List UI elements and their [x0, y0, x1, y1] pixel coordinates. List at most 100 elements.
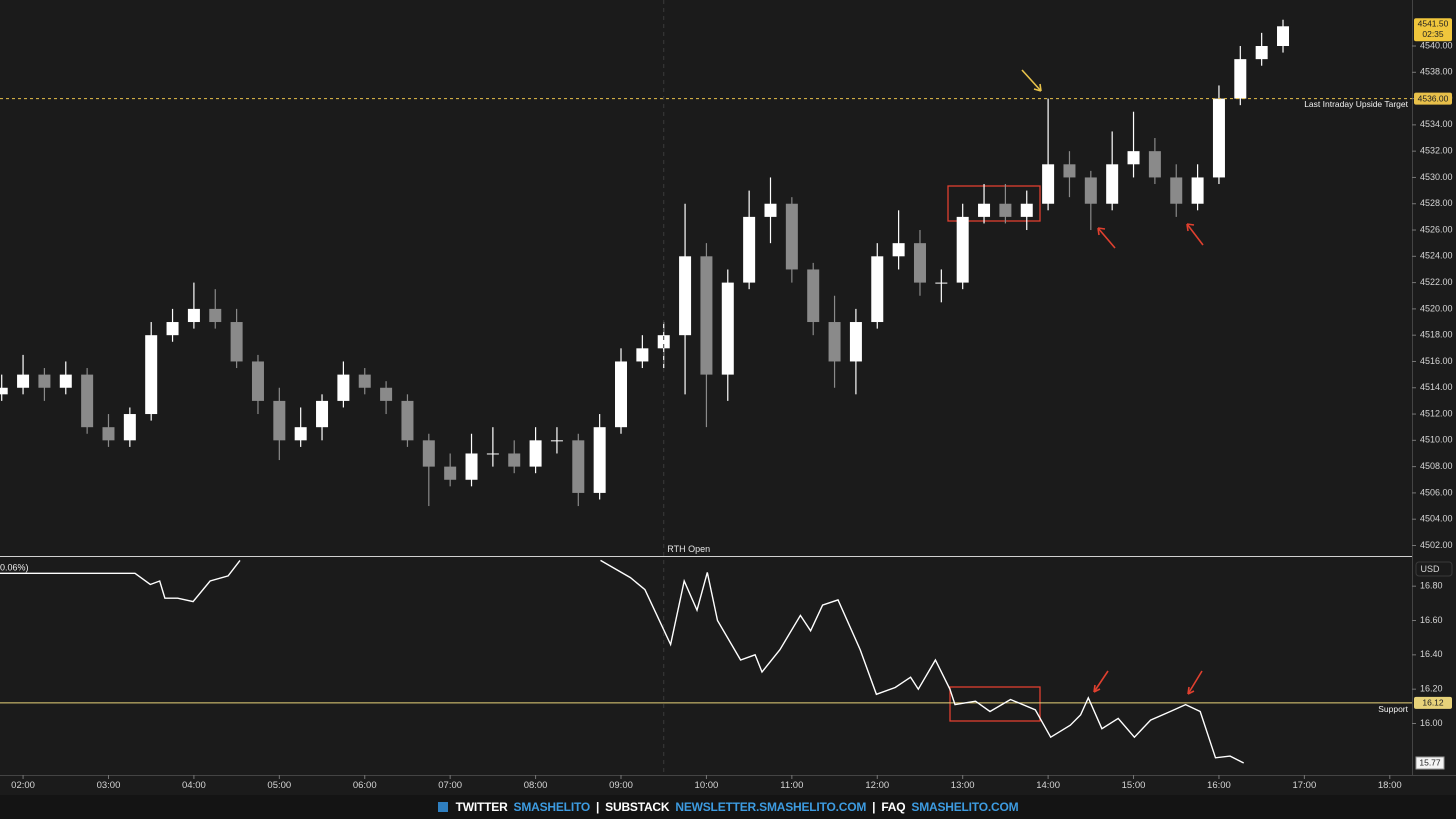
candle-body: [209, 308, 222, 323]
candle-body: [785, 203, 798, 270]
price-pane: [0, 19, 1290, 507]
candle-body: [38, 374, 51, 388]
footer-text: SMASHELITO.COM: [911, 800, 1019, 814]
highlight-box: [949, 686, 1041, 722]
candle-body: [337, 374, 350, 401]
x-tick-label: 02:00: [11, 780, 35, 791]
y-tick-label: 16.60: [1420, 615, 1443, 625]
candle-body: [1255, 46, 1268, 60]
candle-body: [187, 308, 200, 323]
footer-text: SUBSTACK: [605, 800, 670, 814]
candle-body: [807, 269, 820, 323]
y-tick-label: 4516.00: [1420, 356, 1453, 366]
y-tick-label: 4518.00: [1420, 330, 1453, 340]
last-price-box: [1414, 18, 1452, 42]
candle-body: [17, 374, 30, 388]
candle-body: [465, 453, 478, 480]
candle-body: [486, 453, 499, 455]
candle-body: [444, 466, 457, 480]
candle-body: [380, 387, 393, 401]
footer-text: NEWSLETTER.SMASHELITO.COM: [675, 800, 867, 814]
y-tick-label: 16.20: [1420, 684, 1443, 694]
last-price-label: 4541.50: [1418, 19, 1449, 29]
candle-body: [59, 374, 72, 388]
y-tick-label: 4504.00: [1420, 514, 1453, 524]
footer-text: |: [596, 800, 600, 814]
candle-body: [828, 322, 841, 362]
candle-body: [913, 243, 926, 283]
y-tick-label: 4514.00: [1420, 382, 1453, 392]
footer: TWITTER SMASHELITO | SUBSTACK NEWSLETTER.SMA…: [0, 795, 1456, 819]
candle-body: [1063, 164, 1076, 178]
candle-body: [422, 440, 435, 467]
candle-body: [145, 335, 158, 415]
arrow: [1021, 69, 1042, 92]
candle-body: [892, 243, 905, 257]
candle-body: [251, 361, 264, 401]
candle-body: [1106, 164, 1119, 204]
y-tick-label: 4522.00: [1420, 277, 1453, 287]
x-tick-label: 11:00: [780, 780, 803, 791]
y-tick-label: 4526.00: [1420, 224, 1453, 234]
y-tick-label: 4512.00: [1420, 408, 1453, 418]
candle-body: [508, 453, 521, 467]
candle-body: [358, 374, 371, 388]
candle-body: [102, 427, 115, 441]
candle-body: [1234, 59, 1247, 99]
candle-body: [871, 256, 884, 323]
y-tick-label: 4538.00: [1420, 67, 1453, 77]
candle-body: [593, 427, 606, 493]
candle-body: [1084, 177, 1097, 204]
reference-price-label-box: [1414, 92, 1452, 105]
candle-body: [529, 440, 542, 467]
session-label: RTH Open: [667, 544, 710, 554]
arrow: [1097, 227, 1116, 249]
candle-body: [81, 374, 94, 428]
candle-body: [764, 203, 777, 217]
candle-body: [999, 203, 1012, 217]
chart: RTH Open 4502.00 4504.00 4506.00 4508.00 4510…: [0, 0, 1456, 792]
x-tick-label: 09:00: [609, 780, 633, 791]
x-tick-label: 07:00: [438, 780, 462, 791]
x-tick-label: 14:00: [1036, 780, 1060, 791]
candle-body: [1170, 177, 1183, 204]
candle-body: [700, 256, 713, 375]
y-tick-label: 4502.00: [1420, 540, 1453, 550]
y-tick-label: 4524.00: [1420, 251, 1453, 261]
y-tick-label: 4506.00: [1420, 487, 1453, 497]
x-tick-label: 05:00: [267, 780, 291, 791]
candle-body: [294, 427, 307, 441]
reference-price-label: 4536.00: [1418, 93, 1449, 103]
last-value-box: [1415, 756, 1445, 770]
y-tick-label: 4510.00: [1420, 435, 1453, 445]
footer-text: TWITTER: [455, 800, 508, 814]
candle-body: [1020, 203, 1033, 217]
highlight-box: [947, 185, 1041, 222]
x-tick-label: 06:00: [353, 780, 377, 791]
candle-body: [273, 400, 286, 441]
y-tick-label: 4540.00: [1420, 40, 1453, 50]
countdown-label: 02:35: [1422, 29, 1444, 39]
legend-fragment: 0.06%): [0, 562, 29, 572]
candle-body: [956, 216, 969, 283]
candle-body: [978, 203, 991, 217]
y-tick-label: 4530.00: [1420, 172, 1453, 182]
x-tick-label: 03:00: [97, 780, 121, 791]
currency-box: [1415, 561, 1453, 577]
candle-body: [316, 400, 329, 428]
candle-body: [849, 322, 862, 362]
reference-label: Last Intraday Upside Target: [1304, 99, 1408, 109]
candle-body: [1127, 151, 1140, 165]
candle-body: [230, 322, 243, 362]
x-tick-label: 18:00: [1378, 780, 1402, 791]
y-tick-label: 4520.00: [1420, 303, 1453, 313]
x-tick-label: 10:00: [695, 780, 719, 791]
arrow: [1186, 223, 1204, 246]
footer-text: FAQ: [881, 800, 906, 814]
candle-body: [123, 414, 136, 441]
arrow: [1093, 670, 1109, 693]
x-tick-label: 17:00: [1292, 780, 1316, 791]
candle-body: [401, 400, 414, 441]
y-tick-label: 16.40: [1420, 649, 1443, 659]
